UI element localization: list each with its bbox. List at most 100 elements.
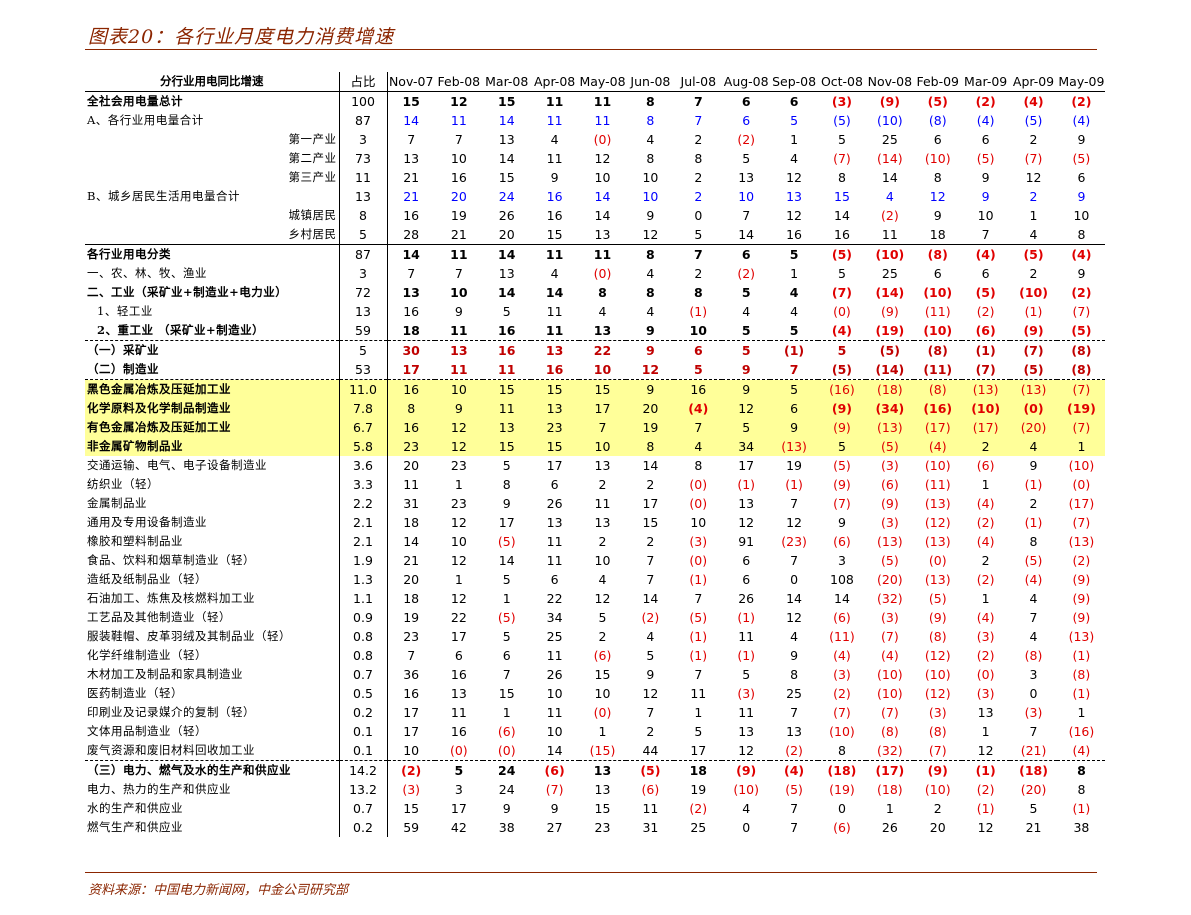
value-cell: (8): [880, 724, 899, 739]
value-cell: (7): [833, 705, 851, 720]
value-cell: 10: [434, 379, 483, 399]
value-cell: 6: [454, 648, 463, 663]
value-cell: 7: [694, 667, 703, 682]
value-cell: (4): [1072, 113, 1091, 128]
value-cell: 8: [933, 170, 942, 185]
table-row: 造纸及纸制品业（轻） 1.3 20 1 5 6 4 7 (1) 6 0 108 (20) (13) (2) (…: [85, 570, 1105, 589]
table-row: 2、重工业 （采矿业+制造业） 59 18 11 16 11 13 9 10 5 5 (4) (19) (…: [85, 321, 1105, 341]
value-cell: 7: [694, 591, 703, 606]
value-cell: 13: [530, 399, 579, 418]
value-cell: 9: [502, 496, 511, 511]
value-cell: 1: [1057, 437, 1106, 456]
value-cell: (34): [865, 399, 914, 418]
value-cell: 14: [881, 170, 898, 185]
value-cell: 4: [790, 151, 799, 166]
row-label: 2、重工业 （采矿业+制造业）: [97, 323, 265, 337]
value-cell: 5: [502, 572, 511, 587]
value-cell: (7): [880, 629, 899, 644]
value-cell: 14: [834, 208, 850, 223]
value-cell: 1: [502, 705, 511, 720]
value-cell: (4): [833, 648, 851, 663]
header-month: Nov-07: [387, 72, 435, 92]
value-cell: 1: [790, 266, 799, 281]
value-cell: 11: [738, 705, 755, 720]
value-cell: 6: [502, 648, 511, 663]
value-cell: 11: [498, 362, 516, 377]
value-cell: (7): [833, 151, 851, 166]
value-cell: 13: [402, 285, 420, 300]
value-cell: (2): [976, 515, 995, 530]
value-cell: (2): [1071, 94, 1092, 109]
value-cell: (0): [976, 667, 995, 682]
value-cell: 25: [881, 132, 898, 147]
value-cell: 23: [450, 496, 467, 511]
row-share: 3.3: [338, 475, 388, 494]
value-cell: 10: [977, 208, 994, 223]
value-cell: (4): [913, 437, 962, 456]
value-cell: 17: [546, 458, 563, 473]
value-cell: 14: [834, 591, 850, 606]
value-cell: 23: [594, 820, 611, 835]
value-cell: 1: [981, 591, 990, 606]
row-share: 11.0: [338, 379, 388, 399]
table-row: （三）电力、燃气及水的生产和供应业 14.2 (2) 5 24 (6) 13 (5) 18 (9)…: [85, 760, 1106, 780]
value-cell: 6: [674, 340, 723, 360]
value-cell: 5: [1029, 801, 1038, 816]
row-share: 3.6: [338, 456, 388, 475]
value-cell: 7: [407, 132, 416, 147]
value-cell: (1): [1072, 648, 1091, 663]
value-cell: (0): [449, 743, 468, 758]
row-label: 乡村居民: [288, 227, 337, 241]
value-cell: 12: [450, 515, 467, 530]
value-cell: 15: [402, 94, 420, 109]
header-row: 分行业用电同比增速 占比 Nov-07 Feb-08 Mar-08 Apr-08 May…: [85, 72, 1106, 92]
row-label: 电力、热力的生产和供应业: [87, 782, 231, 796]
value-cell: 25: [690, 820, 707, 835]
row-share: 7.8: [338, 399, 388, 418]
value-cell: 7: [1029, 610, 1038, 625]
value-cell: 17: [403, 705, 420, 720]
value-cell: 19: [690, 782, 707, 797]
value-cell: 12: [977, 743, 994, 758]
value-cell: 9: [550, 170, 559, 185]
value-cell: (21): [1020, 743, 1047, 758]
value-cell: 11: [546, 534, 563, 549]
value-cell: 16: [387, 418, 435, 437]
row-label: 医药制造业（轻）: [87, 686, 183, 700]
value-cell: 13: [594, 227, 611, 242]
row-share: 5: [338, 225, 388, 245]
value-cell: (4): [1024, 572, 1043, 587]
value-cell: 24: [498, 782, 515, 797]
value-cell: 2: [933, 801, 942, 816]
value-cell: (6): [593, 648, 612, 663]
table-row: B、城乡居民生活用电量合计 13 21 20 24 16 14 10 2 10 13 15 4 12 9 2 9: [85, 187, 1105, 206]
value-cell: 4: [1029, 629, 1038, 644]
row-label: 第一产业: [288, 132, 337, 146]
value-cell: 2: [694, 132, 703, 147]
value-cell: 36: [403, 667, 420, 682]
row-label: 纺织业（轻）: [87, 477, 159, 491]
row-label: 废气资源和废旧材料回收加工业: [87, 743, 255, 757]
value-cell: (5): [497, 534, 516, 549]
value-cell: (3): [689, 534, 708, 549]
value-cell: 11: [546, 113, 563, 128]
value-cell: 23: [403, 629, 420, 644]
value-cell: (5): [1024, 113, 1043, 128]
value-cell: 19: [786, 458, 803, 473]
row-share: 8: [338, 206, 388, 225]
value-cell: 12: [450, 94, 468, 109]
value-cell: 20: [403, 572, 420, 587]
value-cell: (5): [831, 362, 853, 377]
value-cell: 9: [722, 379, 771, 399]
value-cell: (10): [1068, 458, 1095, 473]
value-cell: 16: [450, 170, 467, 185]
value-cell: 1: [1029, 208, 1038, 223]
value-cell: 8: [1077, 782, 1086, 797]
value-cell: (1): [1024, 477, 1043, 492]
value-cell: 10: [403, 743, 420, 758]
value-cell: 13: [786, 724, 803, 739]
value-cell: 0: [694, 208, 703, 223]
value-cell: 8: [1029, 534, 1038, 549]
value-cell: (9): [880, 496, 899, 511]
value-cell: 11: [642, 801, 659, 816]
